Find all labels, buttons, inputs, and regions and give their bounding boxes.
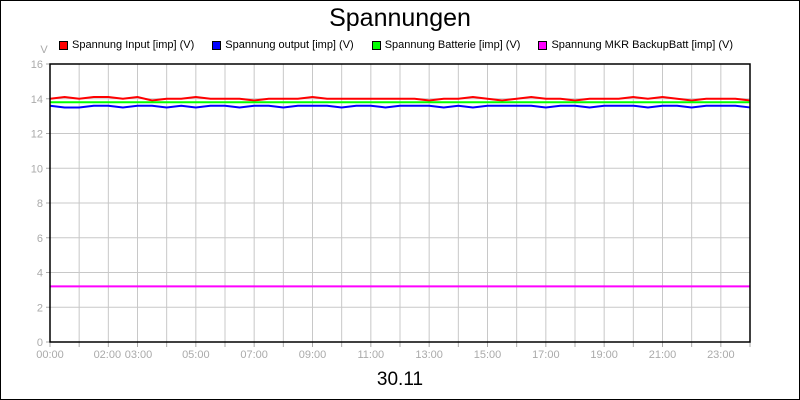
legend-label: Spannung Batterie [imp] (V) [384,39,521,51]
y-tick-label: 0 [37,337,43,349]
y-tick-label: 4 [37,268,43,280]
legend-item-mkr: Spannung MKR BackupBatt [imp] (V) [538,39,733,51]
y-tick-label: 14 [31,94,43,106]
x-tick-label: 11:00 [357,349,384,361]
legend-swatch [371,40,381,50]
y-tick-label: 6 [37,233,43,245]
series-line-1 [49,95,751,102]
legend-item-input: Spannung Input [imp] (V) [59,39,194,51]
x-tick-label: 13:00 [415,349,443,361]
x-tick-label: 02:00 [94,349,122,361]
y-tick-label: 10 [31,163,43,175]
x-axis-caption: 30.11 [376,369,424,390]
x-tick-label: 21:00 [649,349,677,361]
x-tick-label: 07:00 [240,349,268,361]
y-tick-label: 8 [37,198,43,210]
legend-swatch [212,40,222,50]
y-tick-label: 12 [31,129,43,141]
legend: Spannung Input [imp] (V) Spannung output… [59,39,751,51]
legend-swatch [538,40,548,50]
x-tick-label: 19:00 [590,349,618,361]
y-tick-label: 2 [37,302,43,314]
y-tick-label: 16 [31,59,43,71]
x-tick-label: 03:00 [125,349,153,361]
x-tick-label: 17:00 [532,349,560,361]
y-axis-label: V [40,44,48,56]
x-tick-label: 23:00 [707,349,735,361]
legend-swatch [59,40,68,50]
legend-label: Spannung Input [imp] (V) [72,39,195,51]
legend-item-batterie: Spannung Batterie [imp] (V) [371,39,521,51]
legend-label: Spannung output [imp] (V) [225,39,354,51]
x-tick-label: 15:00 [474,349,502,361]
legend-label: Spannung MKR BackupBatt [imp] (V) [551,39,734,51]
legend-item-output: Spannung output [imp] (V) [212,39,354,51]
series-line-2 [49,104,751,109]
x-tick-label: 00:00 [36,349,64,361]
chart-title: Spannungen [329,4,471,32]
x-tick-label: 09:00 [299,349,327,361]
x-tick-label: 05:00 [182,349,210,361]
plot-border [49,63,751,343]
